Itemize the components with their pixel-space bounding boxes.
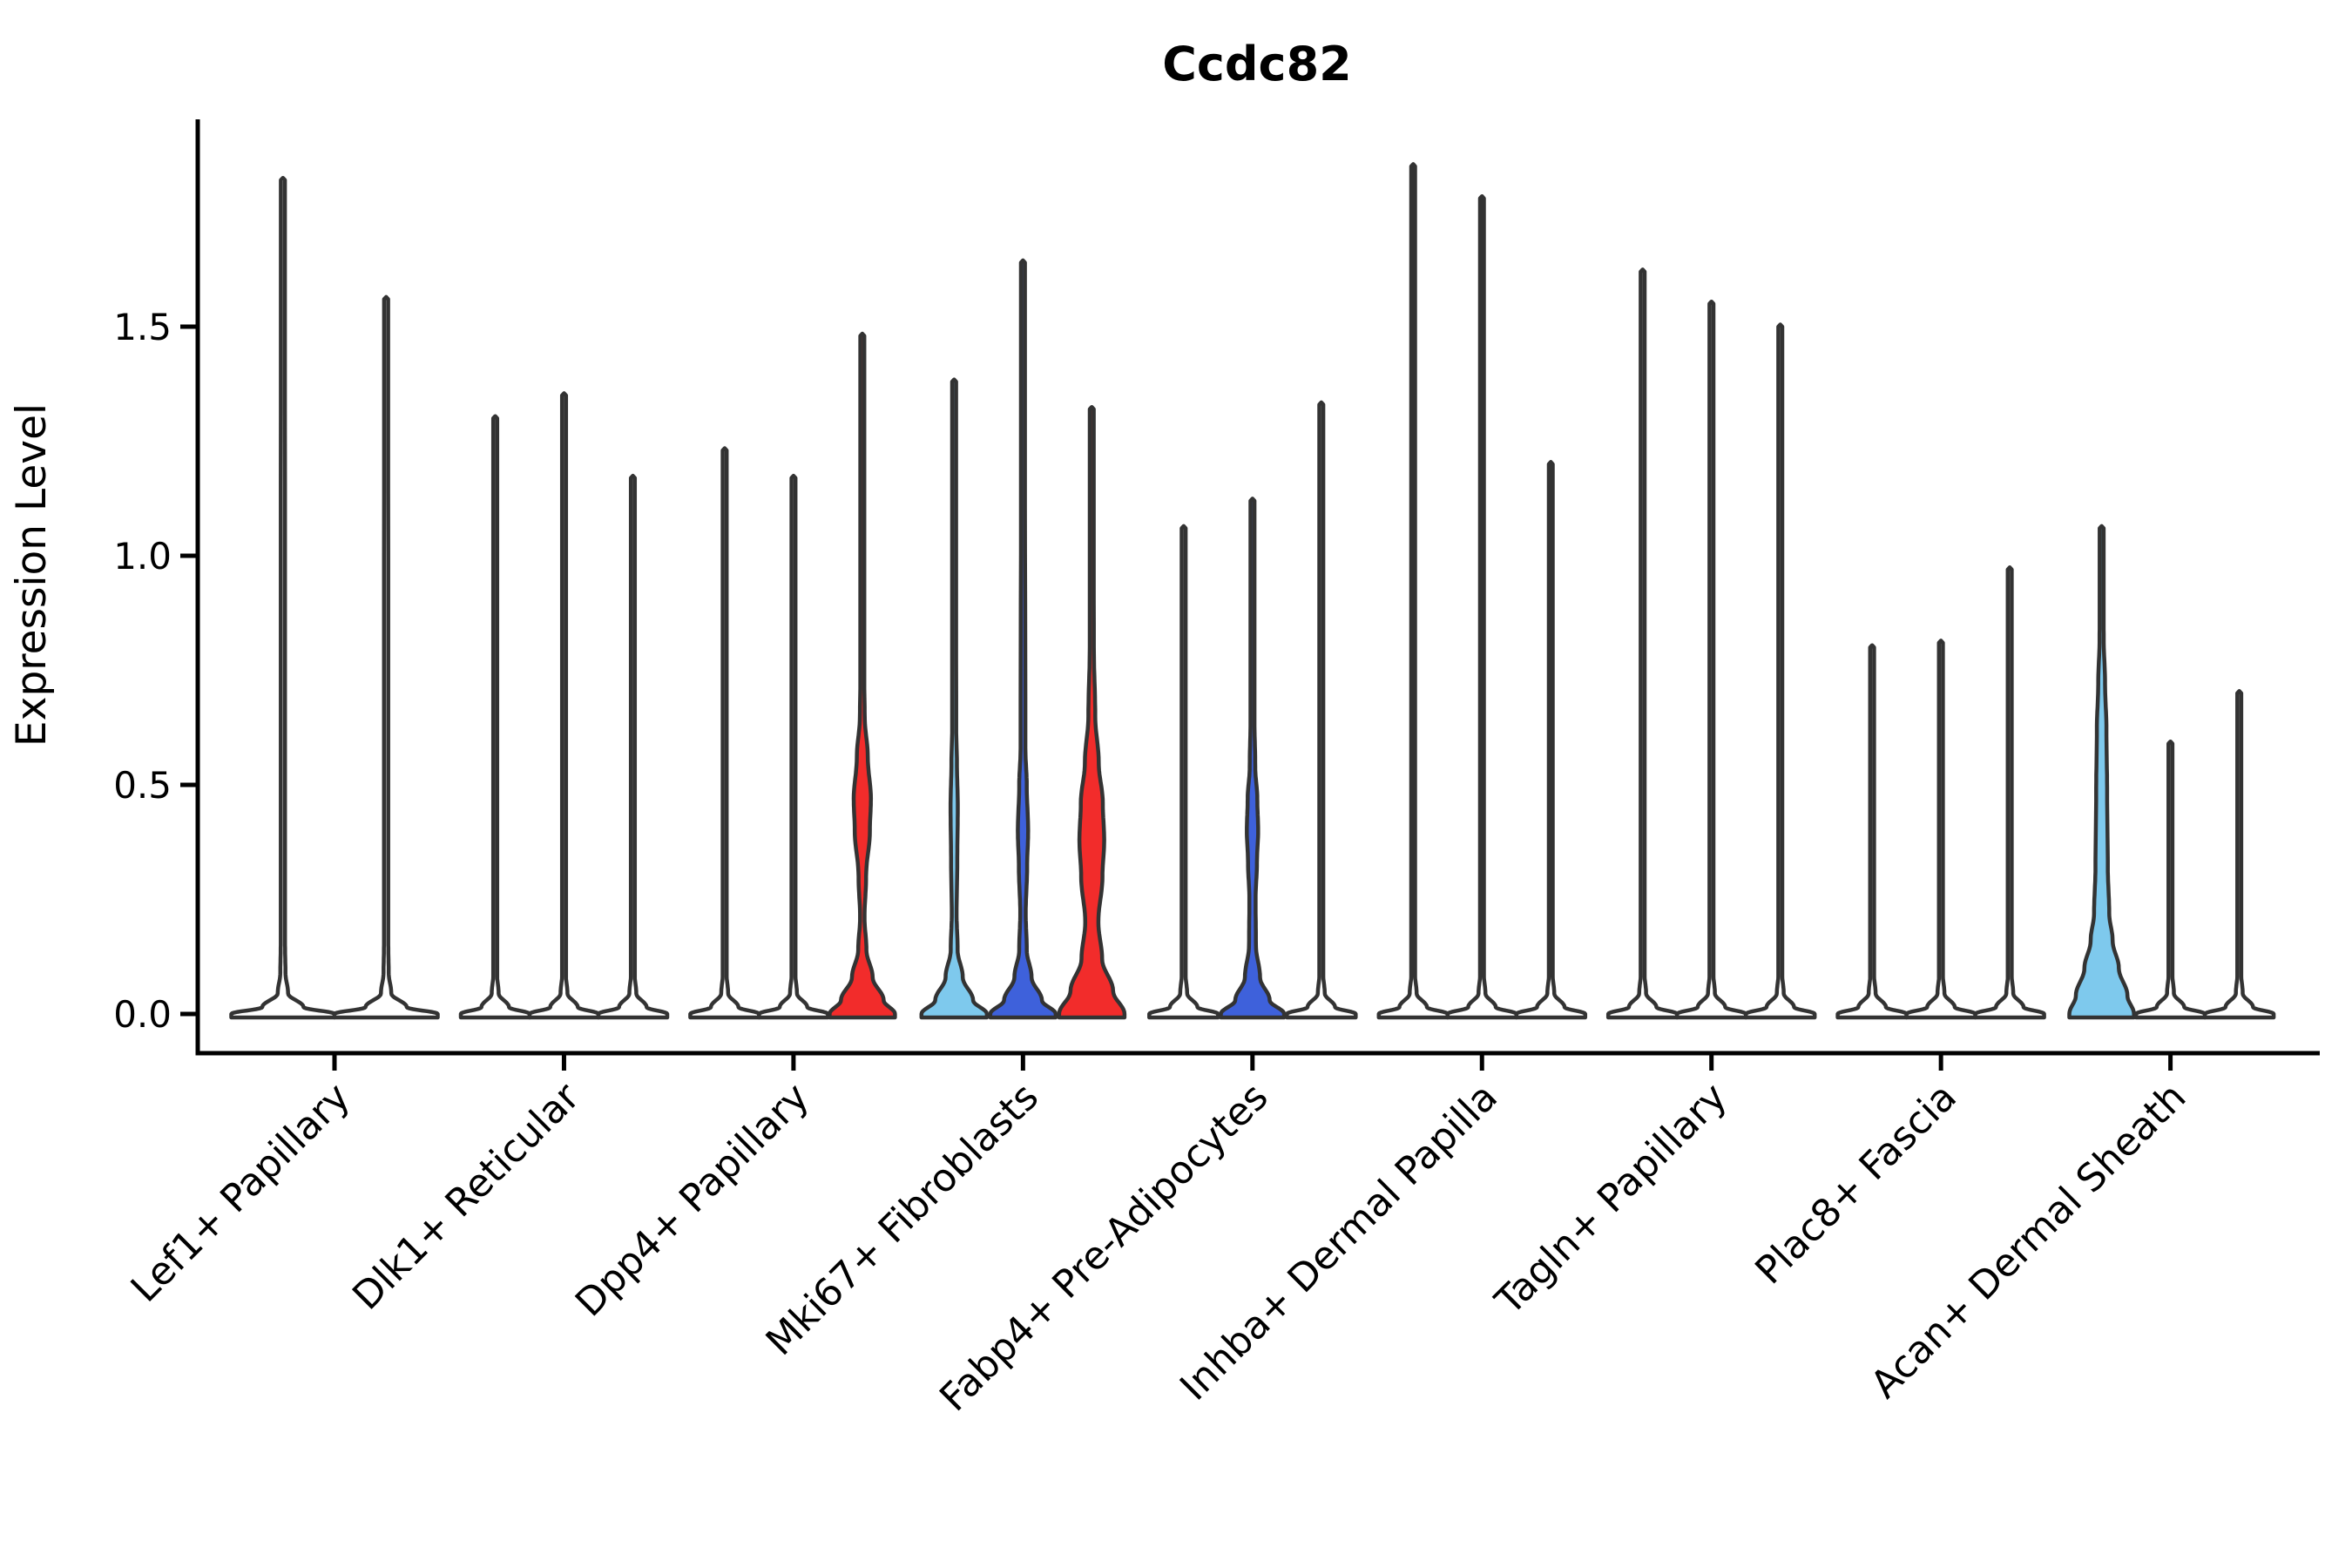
violin	[458, 414, 532, 1020]
violin	[1219, 497, 1287, 1020]
violin	[1285, 400, 1358, 1020]
violin	[1376, 162, 1450, 1020]
violin	[919, 377, 990, 1020]
violin	[1605, 267, 1680, 1020]
y-tick-label: 0.0	[113, 993, 172, 1036]
x-tick-label: Plac8+ Fascia	[1747, 1075, 1965, 1294]
violin	[828, 331, 897, 1020]
x-tick-label: Dlk1+ Reticular	[344, 1074, 589, 1319]
violin	[1835, 643, 1909, 1020]
y-tick-label: 1.5	[113, 306, 172, 348]
violin	[2067, 524, 2136, 1020]
y-tick-label: 0.5	[113, 764, 172, 807]
violin	[1445, 193, 1519, 1020]
violin	[1743, 322, 1817, 1020]
violin	[988, 258, 1058, 1020]
x-tick-label: Dpp4+ Papillary	[567, 1075, 818, 1326]
violin	[2133, 739, 2207, 1020]
violin	[229, 175, 337, 1020]
x-tick-label: Lef1+ Papillary	[123, 1075, 359, 1311]
chart-title: Ccdc82	[1162, 37, 1351, 91]
violin	[527, 391, 601, 1020]
violin	[2202, 689, 2276, 1020]
violin	[688, 446, 761, 1020]
violin	[1674, 299, 1748, 1020]
violin	[1904, 639, 1977, 1020]
violin	[332, 294, 440, 1020]
y-axis-label: Expression Level	[8, 403, 56, 747]
violin	[1973, 565, 2046, 1020]
y-tick-label: 1.0	[113, 535, 172, 578]
violin	[596, 473, 670, 1020]
x-tick-label: Tagln+ Papillary	[1486, 1075, 1735, 1324]
violin	[1147, 524, 1220, 1020]
violin	[757, 473, 830, 1020]
violin	[1514, 460, 1588, 1020]
violin	[1057, 404, 1127, 1020]
